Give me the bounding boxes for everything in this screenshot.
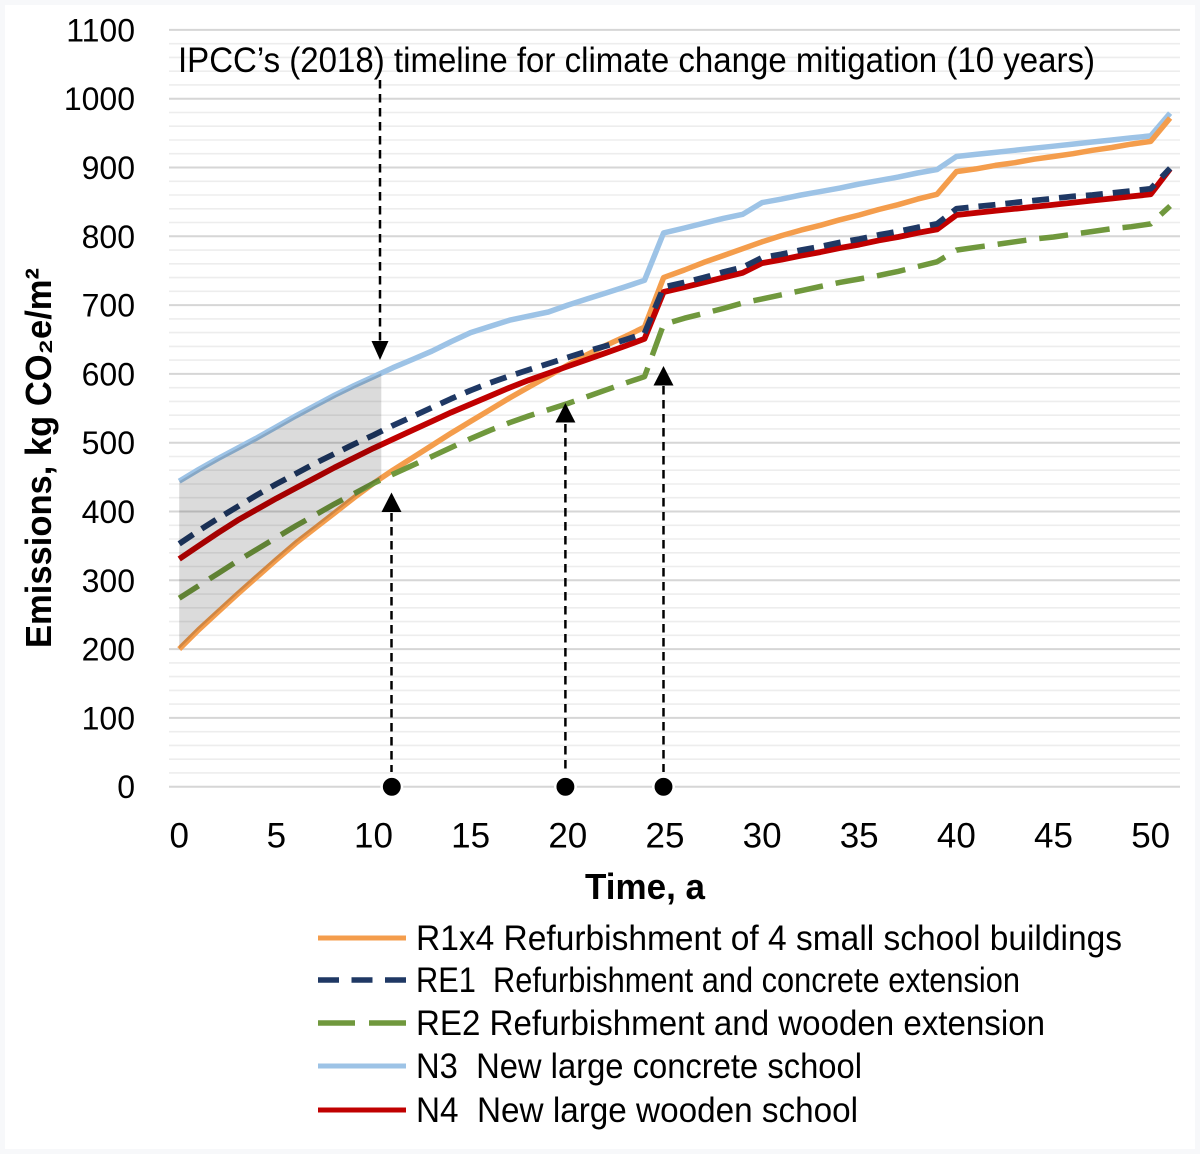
svg-text:700: 700 — [82, 288, 135, 324]
svg-text:500: 500 — [82, 425, 135, 461]
svg-text:100: 100 — [82, 700, 135, 736]
svg-text:N4 New large wooden school: N4 New large wooden school — [416, 1091, 858, 1130]
svg-text:Time, a: Time, a — [585, 866, 706, 907]
svg-text:10: 10 — [354, 817, 393, 856]
svg-text:400: 400 — [82, 494, 135, 530]
svg-text:N3 New large concrete school: N3 New large concrete school — [416, 1047, 862, 1086]
svg-text:35: 35 — [840, 817, 879, 856]
svg-text:R1x4 Refurbishment of 4 small: R1x4 Refurbishment of 4 small school bui… — [416, 919, 1122, 958]
svg-text:0: 0 — [117, 769, 135, 805]
svg-text:20: 20 — [548, 817, 587, 856]
svg-text:0: 0 — [169, 817, 188, 856]
svg-text:Emissions, kg CO₂e/m²: Emissions, kg CO₂e/m² — [18, 268, 59, 648]
svg-text:RE2 Refurbishment and wooden e: RE2 Refurbishment and wooden extension — [416, 1004, 1045, 1043]
svg-text:300: 300 — [82, 563, 135, 599]
svg-text:25: 25 — [646, 817, 685, 856]
svg-text:40: 40 — [937, 817, 976, 856]
svg-text:5: 5 — [267, 817, 286, 856]
svg-text:200: 200 — [82, 632, 135, 668]
svg-text:IPCC’s (2018) timeline for cli: IPCC’s (2018) timeline for climate chang… — [178, 41, 1095, 80]
svg-text:1100: 1100 — [66, 12, 135, 48]
svg-text:50: 50 — [1131, 817, 1170, 856]
svg-text:30: 30 — [743, 817, 782, 856]
svg-text:45: 45 — [1034, 817, 1073, 856]
svg-text:1000: 1000 — [64, 81, 135, 117]
svg-text:600: 600 — [82, 356, 135, 392]
svg-text:900: 900 — [82, 150, 135, 186]
svg-text:15: 15 — [451, 817, 490, 856]
svg-text:800: 800 — [82, 219, 135, 255]
svg-text:RE1 Refurbishment and concret: RE1 Refurbishment and concrete extension — [416, 961, 1020, 1000]
